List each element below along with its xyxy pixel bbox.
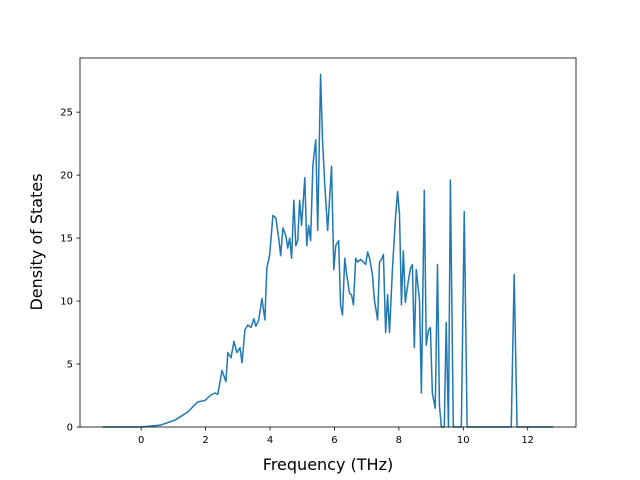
y-tick-label: 5 (67, 360, 73, 371)
x-tick-label: 2 (202, 435, 208, 446)
y-tick-label: 15 (60, 234, 73, 245)
x-tick-label: 12 (521, 435, 534, 446)
x-tick-label: 10 (457, 435, 470, 446)
plot-frame (79, 57, 577, 428)
x-axis-label: Frequency (THz) (263, 455, 393, 474)
y-axis-label: Density of States (27, 173, 46, 310)
y-tick-label: 25 (60, 108, 73, 119)
y-tick-label: 0 (67, 423, 73, 434)
x-tick-label: 0 (138, 435, 144, 446)
y-tick-label: 20 (60, 171, 73, 182)
data-line (102, 73, 554, 428)
y-tick-label: 10 (60, 297, 73, 308)
x-tick-label: 6 (331, 435, 337, 446)
x-tick-label: 8 (396, 435, 402, 446)
x-tick-label: 4 (267, 435, 273, 446)
